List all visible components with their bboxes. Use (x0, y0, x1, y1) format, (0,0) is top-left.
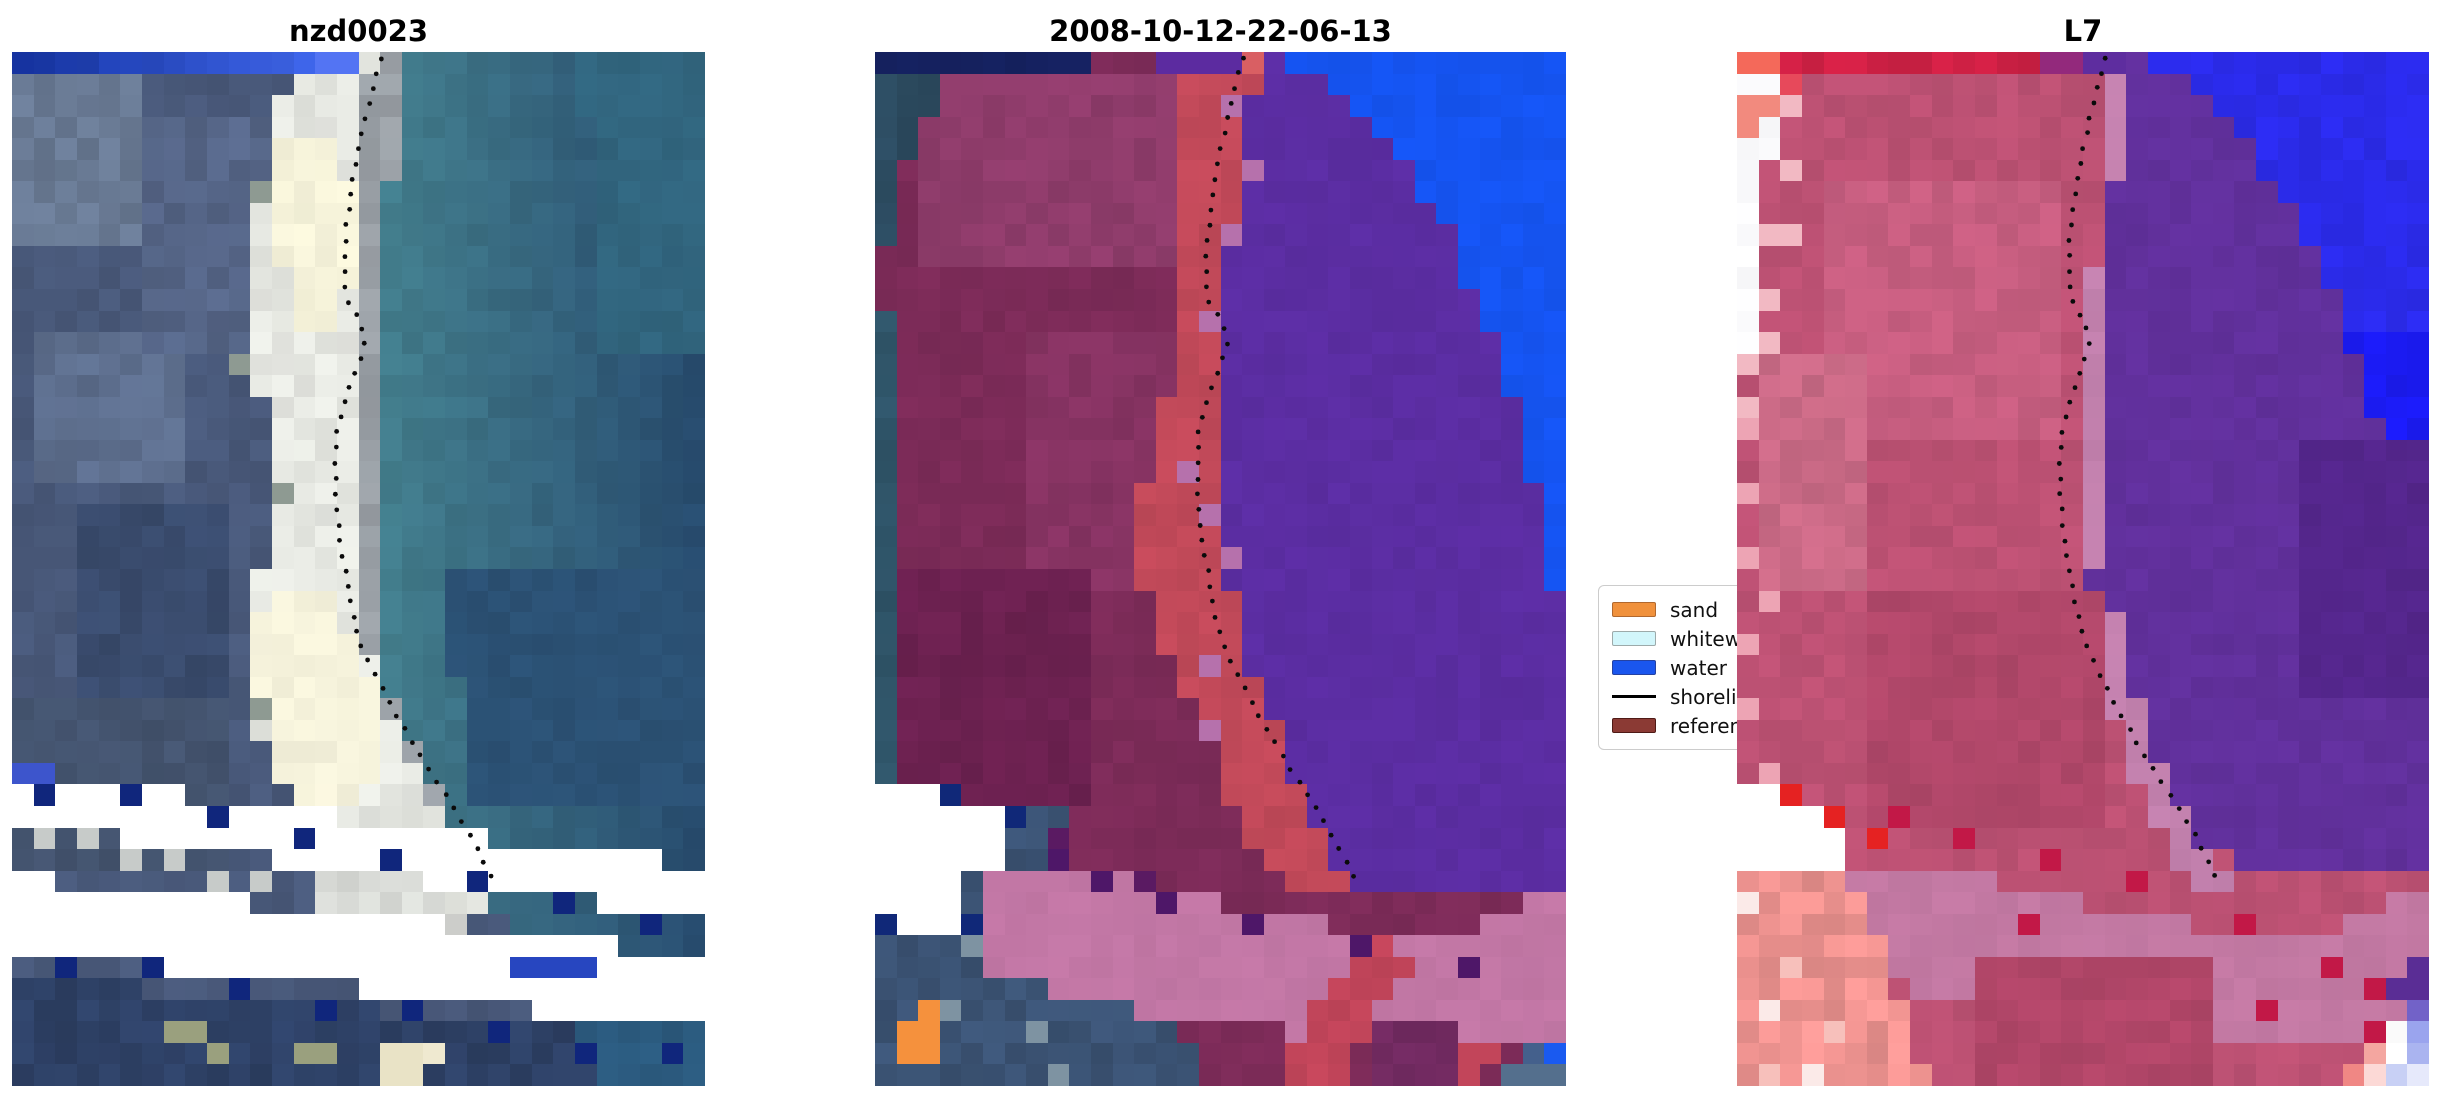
panel-title: 2008-10-12-22-06-13 (1049, 14, 1392, 48)
legend-label: water (1670, 655, 1727, 680)
legend-item-sand: sand (1612, 595, 1798, 624)
panel-l7-index: L7 (1737, 14, 2429, 1086)
panel-title: L7 (2063, 14, 2103, 48)
legend-item-water: water (1612, 653, 1798, 682)
legend-label: sand (1670, 597, 1719, 622)
shoreline-line-icon (1612, 695, 1656, 698)
whitewater-swatch-icon (1612, 631, 1656, 646)
satellite-rgb-image (12, 52, 705, 1086)
panel-classified-date: 2008-10-12-22-06-13 (875, 14, 1566, 1086)
water-swatch-icon (1612, 660, 1656, 675)
index-image (1737, 52, 2429, 1086)
panel-title: nzd0023 (289, 14, 428, 48)
reference-swatch-icon (1612, 718, 1656, 733)
sand-swatch-icon (1612, 602, 1656, 617)
classified-image (875, 52, 1566, 1086)
panel-nzd0023: nzd0023 (12, 14, 705, 1086)
